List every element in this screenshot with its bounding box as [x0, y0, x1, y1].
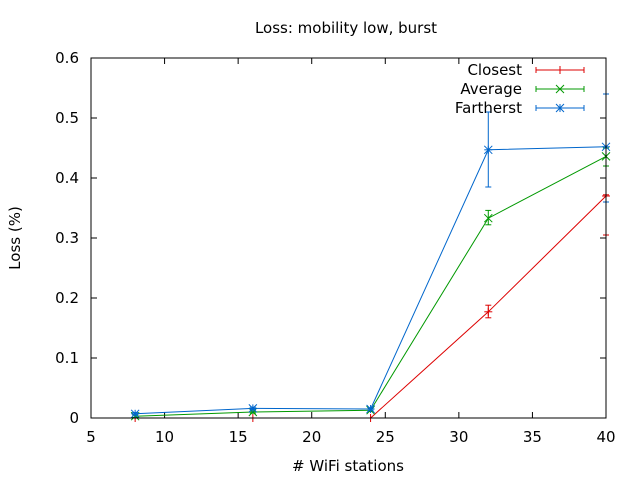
y-tick-label: 0.3	[55, 229, 79, 247]
chart-title: Loss: mobility low, burst	[255, 19, 437, 37]
data-point	[483, 213, 493, 223]
x-tick-label: 35	[523, 428, 542, 446]
x-tick-label: 25	[376, 428, 395, 446]
legend-item-average: Average	[460, 80, 585, 98]
data-point	[130, 409, 140, 419]
x-tick-label: 15	[229, 428, 248, 446]
legend-marker	[555, 103, 565, 113]
plot-series	[130, 93, 611, 422]
y-tick-label: 0.1	[55, 349, 79, 367]
x-tick-label: 5	[86, 428, 96, 446]
data-point	[484, 307, 493, 316]
y-tick-label: 0.5	[55, 109, 79, 127]
legend-label: Closest	[467, 61, 522, 79]
y-tick-label: 0.4	[55, 169, 79, 187]
series-line	[135, 155, 607, 417]
x-tick-label: 20	[302, 428, 321, 446]
y-tick-label: 0.6	[55, 49, 79, 67]
x-tick-label: 40	[596, 428, 615, 446]
y-tick-label: 0.2	[55, 289, 79, 307]
plot-frame	[90, 57, 607, 419]
series-line	[135, 195, 607, 419]
legend-marker	[555, 84, 565, 94]
data-point	[366, 404, 375, 414]
legend-label: Average	[460, 80, 522, 98]
legend-label: Fartherst	[455, 99, 522, 117]
data-point	[248, 404, 258, 413]
series-closest	[131, 192, 610, 422]
x-axis-label: # WiFi stations	[292, 457, 404, 475]
axis-ticks: 5 10 15 20 25 30 35 40 0 0.1 0.2 0.3 0.4 0.5 0.6	[55, 49, 615, 446]
series-fartherst	[130, 93, 611, 419]
legend-item-closest: Closest	[467, 61, 585, 79]
legend-marker	[556, 66, 564, 74]
x-tick-label: 10	[155, 428, 174, 446]
y-axis-label: Loss (%)	[6, 206, 24, 270]
series-line	[135, 146, 607, 415]
x-tick-label: 30	[449, 428, 468, 446]
legend-item-fartherst: Fartherst	[455, 99, 585, 117]
series-average	[130, 147, 611, 421]
y-tick-label: 0	[69, 409, 79, 427]
data-point	[483, 145, 493, 155]
